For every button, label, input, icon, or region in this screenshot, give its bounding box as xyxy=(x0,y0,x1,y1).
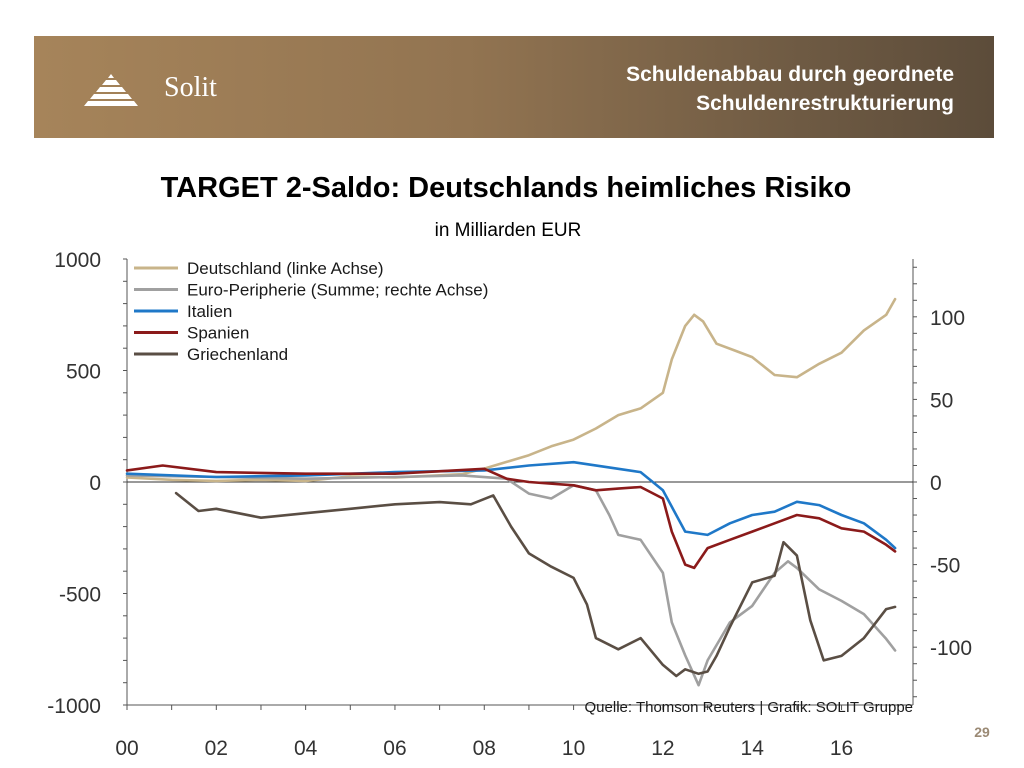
x-tick-label: 00 xyxy=(115,737,138,760)
chart-subtitle: in Milliarden EUR xyxy=(434,220,582,241)
legend-label-3: Spanien xyxy=(187,324,249,343)
y-right-tick-label: 50 xyxy=(930,389,953,412)
x-tick-label: 14 xyxy=(741,737,765,760)
header-banner: Solit Schuldenabbau durch geordnete Schu… xyxy=(34,36,994,138)
y-right-tick-label: 100 xyxy=(930,307,965,330)
y-right-tick-label: -100 xyxy=(930,637,972,660)
series-line-3 xyxy=(125,464,897,570)
logo-text: Solit xyxy=(164,72,217,103)
x-tick-label: 02 xyxy=(205,737,228,760)
x-tick-label: 04 xyxy=(294,737,318,760)
y-right-tick-label: 0 xyxy=(930,472,942,495)
header-title: Schuldenabbau durch geordnete Schuldenre… xyxy=(626,60,954,118)
series-line-4 xyxy=(174,491,897,678)
header-title-line1: Schuldenabbau durch geordnete xyxy=(626,63,954,86)
legend-label-0: Deutschland (linke Achse) xyxy=(187,259,384,278)
x-tick-label: 06 xyxy=(383,737,406,760)
y-right-tick-label: -50 xyxy=(930,555,960,578)
y-left-tick-label: 0 xyxy=(89,472,101,495)
series-line-2 xyxy=(125,460,897,550)
chart-source: Quelle: Thomson Reuters | Grafik: SOLIT … xyxy=(585,699,913,716)
header-title-line2: Schuldenrestrukturierung xyxy=(696,92,954,115)
legend-label-4: Griechenland xyxy=(187,345,288,364)
chart-title: TARGET 2-Saldo: Deutschlands heimliches … xyxy=(160,172,852,204)
legend-label-2: Italien xyxy=(187,302,232,321)
y-left-tick-label: 500 xyxy=(66,361,101,384)
series-line-1 xyxy=(125,474,897,687)
y-left-tick-label: -500 xyxy=(59,584,101,607)
pyramid-logo-icon xyxy=(84,74,138,106)
x-tick-label: 16 xyxy=(830,737,853,760)
x-tick-label: 12 xyxy=(651,737,674,760)
y-left-tick-label: 1000 xyxy=(54,249,101,272)
legend-label-1: Euro-Peripherie (Summe; rechte Achse) xyxy=(187,281,488,300)
y-left-tick-label: -1000 xyxy=(47,695,101,718)
x-tick-label: 08 xyxy=(473,737,496,760)
page-number: 29 xyxy=(974,724,990,740)
x-tick-label: 10 xyxy=(562,737,585,760)
